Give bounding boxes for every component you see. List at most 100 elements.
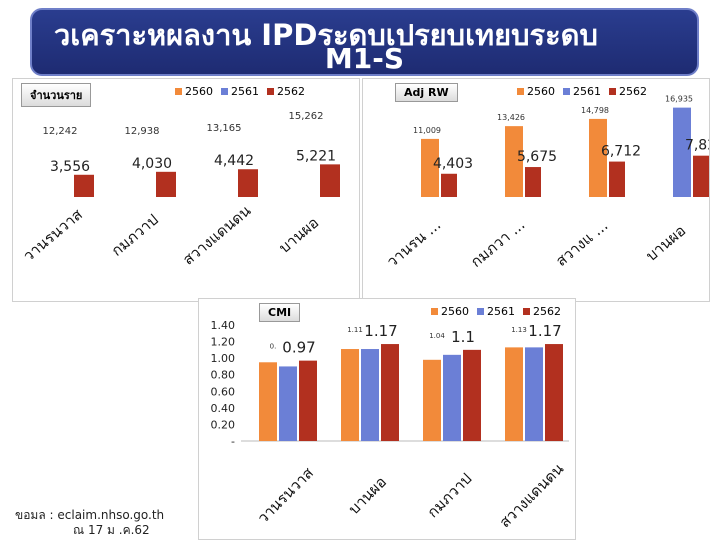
cmi-small-label: 1.04 [429, 332, 445, 340]
adjrw-category-label: สวางแ ... [552, 216, 611, 270]
legend-label-2560: 2560 [441, 305, 469, 318]
cmi-bar-2562 [463, 349, 481, 441]
adjrw-label-top: 11,009 [413, 126, 441, 135]
legend-swatch-2561 [563, 88, 570, 95]
adjrw-label-top: 16,935 [665, 95, 693, 104]
legend-swatch-2562 [267, 88, 274, 95]
cmi-ytick-label: 1.40 [211, 319, 236, 332]
cmi-bar-2561 [279, 366, 297, 441]
adjrw-bar-2562 [525, 167, 541, 197]
chart-count: 12,242 3,556 วานรนวาส 12,938 4,030 กมภวาป 13,1… [20, 111, 340, 269]
cmi-category-label: วานรนวาส [254, 464, 317, 527]
count-category-label: บานผอ [275, 213, 322, 256]
cmi-big-label: 1.17 [364, 322, 397, 340]
chart-adjrw-panel: 11,009 4,403 วานรน ... 13,426 5,675 กมภวา ...… [362, 78, 710, 302]
count-label-2562: 4,442 [214, 153, 254, 169]
adjrw-label-top: 13,426 [497, 113, 525, 122]
legend-label-2561: 2561 [231, 85, 259, 98]
title-line-2: M1-S [324, 42, 405, 75]
adjrw-label-top: 14,798 [581, 106, 609, 115]
count-label-2560: 12,242 [43, 126, 78, 137]
count-category-label: สวางแดนดน [179, 202, 254, 269]
source-date: ณ 17 ม .ค.62 [73, 523, 150, 537]
chart-cmi-legend: 2560 2561 2562 [431, 305, 561, 318]
adjrw-bar-2562 [609, 161, 625, 197]
adjrw-bar-2562 [693, 155, 709, 197]
chart-count-title: จำนวนราย [21, 83, 92, 107]
title-banner: วเคราะหผลงาน IPDระดบเปรยบเทยบระดบ M1-S [30, 8, 699, 76]
cmi-ytick-label: 1.20 [211, 336, 236, 349]
adjrw-category-label: กมภวา ... [467, 215, 528, 270]
chart-count-legend: 2560 2561 2562 [175, 85, 305, 98]
adjrw-label-2562: 5,675 [517, 149, 557, 165]
adjrw-label-2562: 7,829 [685, 138, 709, 154]
chart-cmi: 1.40 1.20 1.00 0.80 0.60 0.40 0.20 - 0. 0.97 วานรน… [211, 319, 569, 531]
adjrw-bar-2562 [441, 173, 457, 197]
cmi-small-label: 1.11 [347, 326, 363, 334]
count-label-2560: 12,938 [125, 126, 160, 137]
chart-adjrw-legend: 2560 2561 2562 [517, 85, 647, 98]
cmi-ytick-label: - [231, 435, 235, 448]
legend-swatch-2561 [477, 308, 484, 315]
cmi-small-label: 0. [270, 343, 277, 351]
count-label-2560: 15,262 [289, 111, 324, 122]
legend-label-2562: 2562 [533, 305, 561, 318]
count-category-label: วานรนวาส [20, 205, 86, 265]
cmi-big-label: 0.97 [282, 339, 315, 357]
count-label-2562: 3,556 [50, 159, 90, 175]
adjrw-bar-top [673, 107, 691, 197]
cmi-bar-2560 [423, 359, 441, 441]
cmi-category-label: กมภวาป [424, 470, 476, 522]
legend-swatch-2561 [221, 88, 228, 95]
cmi-ytick-label: 0.40 [211, 402, 236, 415]
chart-cmi-panel: 1.40 1.20 1.00 0.80 0.60 0.40 0.20 - 0. 0.97 วานรน… [198, 298, 576, 540]
legend-label-2561: 2561 [573, 85, 601, 98]
source-note: ขอมล : eclaim.nhso.go.th ณ 17 ม .ค.62 [15, 508, 164, 538]
cmi-bar-2560 [505, 347, 523, 441]
source-text: : eclaim.nhso.go.th [49, 508, 165, 522]
cmi-ytick-label: 0.60 [211, 385, 236, 398]
legend-swatch-2562 [523, 308, 530, 315]
count-bar-2562 [74, 174, 94, 197]
title-line-1: วเคราะหผลงาน IPDระดบเปรยบเทยบระดบ [54, 18, 598, 52]
count-bar-2562 [238, 169, 258, 197]
adjrw-bar-top [505, 126, 523, 197]
legend-swatch-2560 [431, 308, 438, 315]
source-label: ขอมล [15, 508, 46, 522]
legend-swatch-2560 [175, 88, 182, 95]
legend-swatch-2560 [517, 88, 524, 95]
cmi-bar-2560 [341, 349, 359, 441]
adjrw-bar-top [589, 118, 607, 197]
adjrw-bar-top [421, 138, 439, 197]
count-label-2562: 5,221 [296, 148, 336, 164]
legend-label-2562: 2562 [619, 85, 647, 98]
adjrw-label-2562: 6,712 [601, 144, 641, 160]
legend-swatch-2562 [609, 88, 616, 95]
adjrw-category-label: บานผอ [642, 221, 689, 264]
cmi-ytick-label: 0.20 [211, 418, 236, 431]
cmi-bar-2561 [443, 354, 461, 441]
count-category-label: กมภวาป [108, 211, 162, 260]
count-label-2562: 4,030 [132, 156, 172, 172]
count-label-2560: 13,165 [207, 123, 242, 134]
cmi-category-label: สวางแดนดน [496, 460, 567, 531]
legend-label-2560: 2560 [185, 85, 213, 98]
count-bar-2562 [320, 164, 340, 197]
cmi-bar-2562 [545, 344, 563, 441]
cmi-ytick-label: 1.00 [211, 352, 236, 365]
cmi-small-label: 1.13 [511, 326, 527, 334]
count-bar-2562 [156, 171, 176, 197]
cmi-bar-2561 [361, 349, 379, 441]
legend-label-2560: 2560 [527, 85, 555, 98]
cmi-category-label: บานผอ [345, 473, 390, 518]
chart-adjrw: 11,009 4,403 วานรน ... 13,426 5,675 กมภวา ...… [383, 95, 709, 271]
adjrw-label-2562: 4,403 [433, 156, 473, 172]
adjrw-category-label: วานรน ... [383, 216, 444, 271]
chart-adjrw-title: Adj RW [395, 83, 458, 102]
cmi-bar-2562 [381, 344, 399, 441]
chart-cmi-title: CMI [259, 303, 301, 322]
cmi-bar-2562 [299, 360, 317, 441]
cmi-big-label: 1.1 [451, 328, 475, 346]
cmi-bar-2561 [525, 347, 543, 441]
legend-label-2561: 2561 [487, 305, 515, 318]
